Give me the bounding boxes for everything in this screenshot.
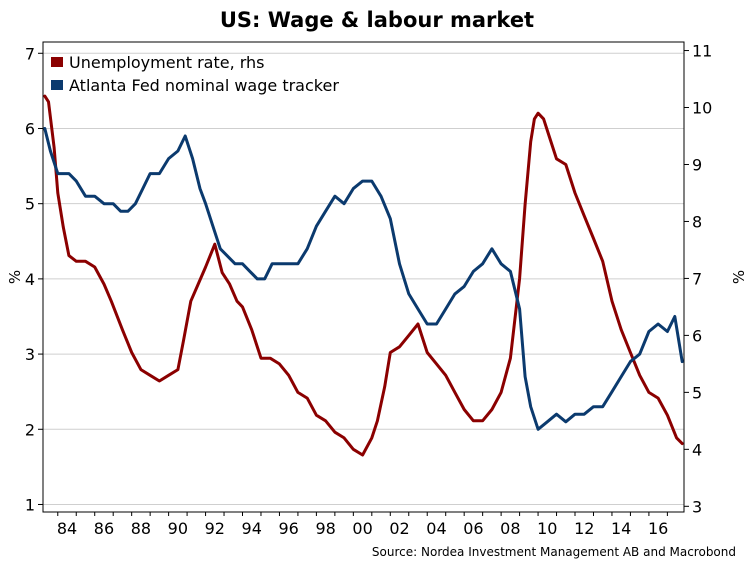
x-tick-label: 94 (242, 519, 262, 538)
x-tick-label: 12 (574, 519, 594, 538)
x-axis: 84 86 88 90 92 94 96 98 00 02 04 06 08 10 12 14 16 (57, 512, 668, 538)
x-tick-label: 96 (279, 519, 299, 538)
x-tick-label: 88 (131, 519, 151, 538)
chart-title: US: Wage & labour market (219, 8, 535, 32)
x-tick-label: 86 (94, 519, 114, 538)
left-axis-unit-label: % (6, 270, 24, 284)
source-note: Source: Nordea Investment Management AB … (371, 545, 736, 559)
x-tick-label: 02 (389, 519, 409, 538)
left-tick-label: 6 (25, 119, 35, 138)
left-tick-label: 2 (25, 420, 35, 439)
legend-swatch (51, 57, 63, 67)
left-y-axis: 1 2 3 4 5 6 7 (25, 44, 43, 514)
right-axis-unit-label: % (730, 270, 748, 284)
x-tick-label: 06 (463, 519, 483, 538)
series-line-1 (43, 127, 684, 431)
right-tick-label: 7 (692, 269, 702, 288)
x-tick-label: 84 (57, 519, 77, 538)
right-tick-label: 8 (692, 212, 702, 231)
left-tick-label: 3 (25, 345, 35, 364)
right-tick-label: 4 (692, 440, 702, 459)
right-tick-label: 9 (692, 155, 702, 174)
x-tick-label: 08 (500, 519, 520, 538)
x-tick-label: 00 (352, 519, 372, 538)
series-lines (43, 94, 684, 457)
left-tick-label: 7 (25, 44, 35, 63)
right-y-axis: 3 4 5 6 7 8 9 10 11 (684, 42, 712, 516)
left-tick-label: 5 (25, 195, 35, 214)
right-tick-label: 11 (692, 42, 712, 61)
left-tick-label: 4 (25, 270, 35, 289)
x-tick-label: 10 (537, 519, 557, 538)
gridlines (43, 52, 684, 505)
series-line-0 (43, 94, 684, 457)
legend-label: Atlanta Fed nominal wage tracker (69, 76, 339, 95)
right-tick-label: 3 (692, 497, 702, 516)
legend: Unemployment rate, rhs Atlanta Fed nomina… (51, 53, 339, 95)
legend-label: Unemployment rate, rhs (69, 53, 265, 72)
x-tick-label: 16 (648, 519, 668, 538)
x-tick-label: 90 (168, 519, 188, 538)
left-tick-label: 1 (25, 495, 35, 514)
right-tick-label: 10 (692, 99, 712, 118)
x-tick-label: 14 (611, 519, 631, 538)
x-tick-label: 92 (205, 519, 225, 538)
x-tick-label: 98 (315, 519, 335, 538)
x-tick-label: 04 (426, 519, 446, 538)
legend-swatch (51, 80, 63, 90)
right-tick-label: 5 (692, 383, 702, 402)
right-tick-label: 6 (692, 326, 702, 345)
plot-frame (42, 41, 685, 513)
